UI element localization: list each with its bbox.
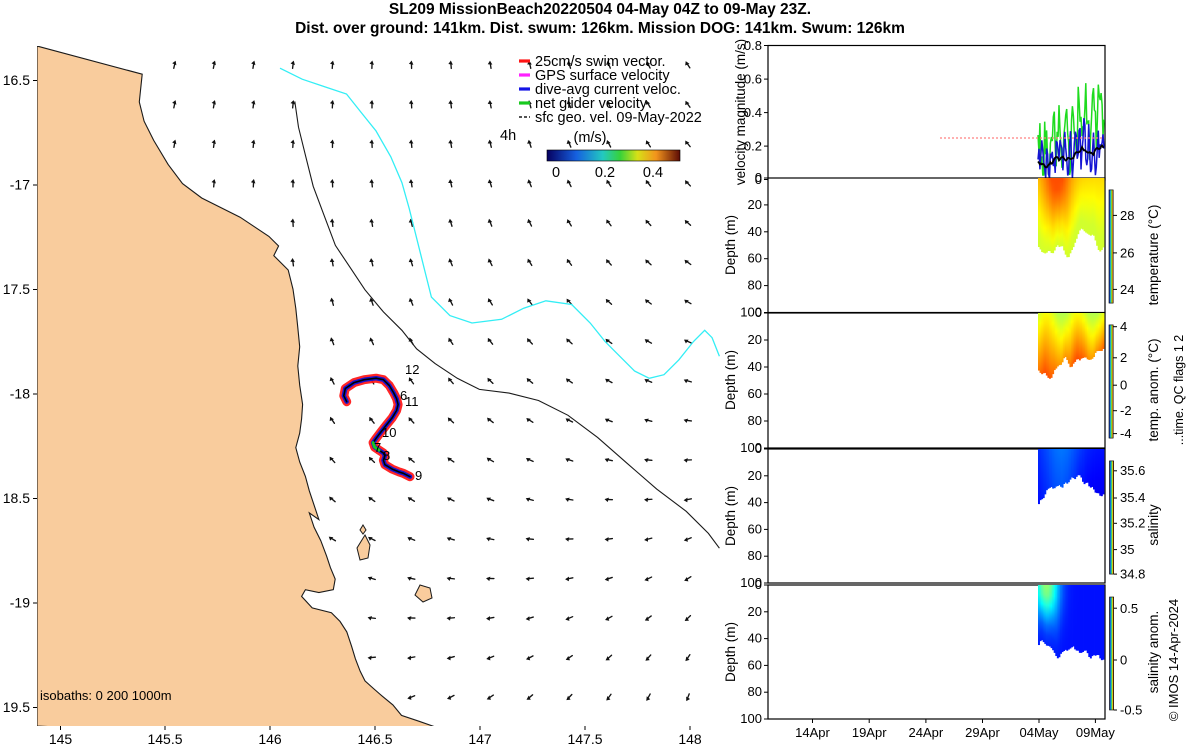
svg-text:147: 147 [468,731,492,747]
svg-text:0.2: 0.2 [595,165,615,181]
svg-text:35.2: 35.2 [1120,516,1145,531]
svg-text:60: 60 [748,386,762,401]
svg-text:80: 80 [748,684,762,699]
svg-text:19.5: 19.5 [3,699,30,715]
svg-text:0.4: 0.4 [643,165,663,181]
svg-text:40: 40 [748,495,762,510]
svg-text:35.6: 35.6 [1120,463,1145,478]
svg-text:salinity: salinity [1146,504,1161,546]
svg-text:11: 11 [405,394,419,409]
svg-text:0.5: 0.5 [1120,601,1138,616]
svg-text:4h: 4h [500,128,516,144]
svg-text:20: 20 [748,332,762,347]
svg-text:9: 9 [415,468,422,483]
svg-text:24Apr: 24Apr [909,725,944,740]
svg-text:0: 0 [755,170,762,185]
svg-text:2: 2 [1120,350,1127,365]
svg-text:04May: 04May [1019,725,1059,740]
svg-text:-2: -2 [1120,403,1132,418]
svg-text:146: 146 [258,731,282,747]
svg-text:60: 60 [748,657,762,672]
svg-text:0: 0 [1120,378,1127,393]
svg-text:80: 80 [748,278,762,293]
svg-text:0: 0 [755,305,762,320]
svg-text:velocity magnitude (m/s): velocity magnitude (m/s) [733,39,748,185]
svg-text:16.5: 16.5 [3,72,30,88]
svg-text:-18: -18 [10,386,30,402]
svg-text:...time. QC flags 1 2: ...time. QC flags 1 2 [1172,335,1186,446]
svg-text:8: 8 [383,448,390,463]
svg-text:temp. anom. (°C): temp. anom. (°C) [1146,339,1161,442]
svg-text:147.5: 147.5 [567,731,602,747]
svg-text:29Apr: 29Apr [965,725,1000,740]
svg-text:60: 60 [748,251,762,266]
svg-text:7: 7 [374,440,381,455]
svg-text:Depth (m): Depth (m) [723,350,738,410]
svg-text:146.5: 146.5 [357,731,392,747]
svg-text:24: 24 [1120,282,1134,297]
svg-text:100: 100 [740,711,762,726]
svg-text:-17: -17 [10,177,30,193]
svg-text:17.5: 17.5 [3,281,30,297]
svg-text:temperature (°C): temperature (°C) [1146,205,1161,306]
svg-text:20: 20 [748,197,762,212]
svg-text:-0.5: -0.5 [1120,703,1142,718]
svg-text:35: 35 [1120,542,1134,557]
svg-text:40: 40 [748,224,762,239]
svg-text:salinity anom.: salinity anom. [1146,611,1161,694]
svg-text:© IMOS 14-Apr-2024: © IMOS 14-Apr-2024 [1166,599,1181,721]
svg-text:12: 12 [405,362,419,377]
svg-text:0: 0 [552,165,560,181]
svg-text:10: 10 [382,425,396,440]
svg-text:Depth (m): Depth (m) [723,486,738,546]
svg-text:isobaths: 0 200 1000m: isobaths: 0 200 1000m [40,688,172,703]
svg-text:60: 60 [748,521,762,536]
svg-text:20: 20 [748,468,762,483]
svg-text:26: 26 [1120,246,1134,261]
svg-text:Depth (m): Depth (m) [723,215,738,275]
svg-text:4: 4 [1120,319,1127,334]
svg-text:-19: -19 [10,595,30,611]
svg-text:40: 40 [748,359,762,374]
svg-text:Depth (m): Depth (m) [723,622,738,682]
svg-text:40: 40 [748,631,762,646]
svg-text:18.5: 18.5 [3,490,30,506]
svg-text:145.5: 145.5 [147,731,182,747]
svg-text:35.4: 35.4 [1120,490,1145,505]
svg-text:20: 20 [748,604,762,619]
svg-text:(m/s): (m/s) [573,130,606,146]
svg-text:14Apr: 14Apr [795,725,830,740]
svg-text:34.8: 34.8 [1120,567,1145,582]
svg-text:148: 148 [678,731,702,747]
svg-text:sfc geo. vel. 09-May-2022: sfc geo. vel. 09-May-2022 [535,110,702,126]
svg-text:19Apr: 19Apr [852,725,887,740]
svg-text:-4: -4 [1120,426,1132,441]
svg-text:0: 0 [755,577,762,592]
svg-text:09May: 09May [1076,725,1116,740]
svg-text:80: 80 [748,413,762,428]
svg-text:0: 0 [1120,653,1127,668]
svg-text:80: 80 [748,548,762,563]
svg-text:28: 28 [1120,208,1134,223]
svg-text:0: 0 [755,441,762,456]
svg-text:145: 145 [49,731,73,747]
